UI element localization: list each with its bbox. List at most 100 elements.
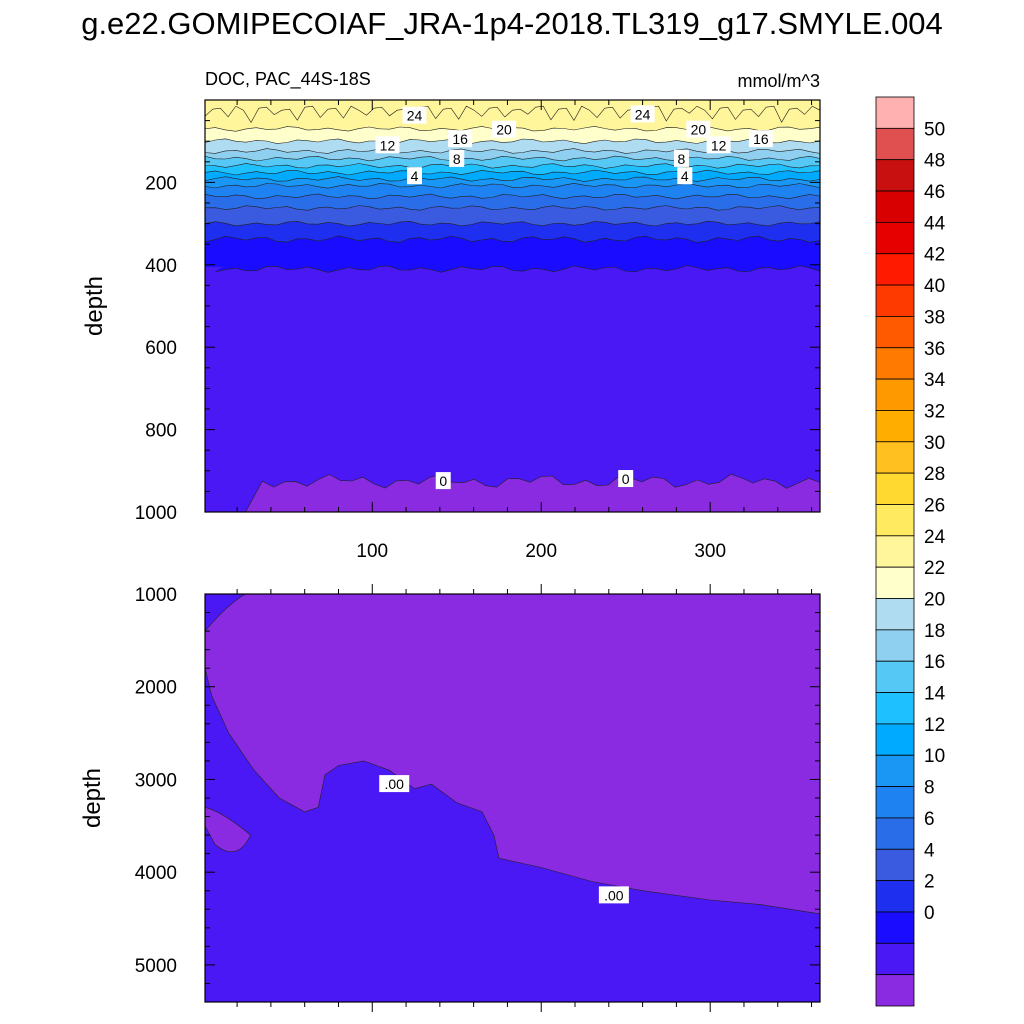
contour-label-bg	[630, 105, 655, 123]
contour-label: 20	[496, 122, 512, 138]
y-axis-title: depth	[79, 768, 106, 828]
contour-label: 16	[452, 131, 468, 147]
contour-label: 4	[411, 168, 419, 184]
contour-label-bg	[492, 120, 517, 138]
contour-label-bg	[673, 149, 689, 167]
colorbar-label: 10	[924, 746, 945, 767]
colorbar-box	[875, 284, 915, 317]
contour-label-bg	[402, 106, 427, 124]
colorbar-label: 24	[924, 527, 946, 548]
colorbar-box	[875, 316, 915, 349]
colorbar	[875, 96, 915, 1007]
x-tick-label: 200	[525, 541, 557, 562]
colorbar-box	[875, 410, 915, 443]
y-tick-label: 600	[145, 338, 177, 359]
colorbar-box	[875, 660, 915, 693]
colorbar-label: 42	[924, 245, 945, 266]
contour-band-0-2	[204, 668, 821, 1003]
colorbar-label: 40	[924, 276, 945, 297]
contour-label: 8	[453, 151, 461, 167]
panel-bottom-contours	[204, 593, 821, 1003]
colorbar-box	[875, 848, 915, 882]
y-tick-label: 1000	[135, 585, 177, 606]
contour-label-bg	[748, 130, 773, 148]
contour-label-bg	[448, 130, 473, 148]
colorbar-box	[875, 692, 915, 725]
colorbar-box	[875, 629, 915, 662]
contour-label: 0	[439, 473, 447, 489]
colorbar-box	[875, 942, 915, 976]
contour-label: .00	[384, 776, 404, 792]
contour-band-top	[204, 99, 821, 123]
contour-pocket	[204, 806, 251, 853]
contour-label: 12	[711, 137, 727, 153]
colorbar-label: 44	[924, 213, 946, 234]
y-tick-label: 200	[145, 173, 177, 194]
contour-label-bg	[598, 886, 629, 904]
contour-label: 24	[635, 106, 651, 122]
colorbar-box	[875, 817, 915, 850]
colorbar-label: 32	[924, 401, 945, 422]
colorbar-label: 30	[924, 433, 945, 454]
colorbar-label: 36	[924, 339, 945, 360]
colorbar-label: 48	[924, 151, 945, 172]
colorbar-box	[875, 127, 915, 161]
colorbar-box	[875, 723, 915, 756]
colorbar-label: 0	[924, 903, 935, 924]
contour-label: 12	[380, 137, 396, 153]
subtitle-right: mmol/m^3	[738, 71, 820, 91]
y-tick-label: 2000	[135, 678, 177, 699]
colorbar-label: 12	[924, 715, 945, 736]
contour-label-bg	[407, 167, 423, 185]
colorbar-box	[875, 221, 915, 255]
colorbar-box	[875, 754, 915, 787]
colorbar-label: 2	[924, 872, 935, 893]
subtitle-left: DOC, PAC_44S-18S	[205, 69, 371, 90]
contour-label-bg	[435, 472, 451, 490]
y-tick-label: 400	[145, 256, 177, 277]
colorbar-label: 28	[924, 464, 945, 485]
chart-title: g.e22.GOMIPECOIAF_JRA-1p4-2018.TL319_g17…	[81, 6, 943, 41]
colorbar-box	[875, 566, 915, 599]
colorbar-label: 50	[924, 119, 945, 140]
contour-label: 4	[681, 168, 689, 184]
colorbar-label: 20	[924, 590, 945, 611]
colorbar-box	[875, 378, 915, 411]
colorbar-box	[875, 190, 915, 223]
y-tick-label: 5000	[135, 956, 177, 977]
y-tick-label: 800	[145, 421, 177, 442]
contour-label-bg	[375, 136, 400, 154]
contour-label: 20	[691, 122, 707, 138]
panel-top-contours	[204, 99, 821, 513]
colorbar-box	[875, 504, 915, 537]
colorbar-label: 34	[924, 370, 946, 391]
colorbar-box	[875, 535, 915, 568]
colorbar-box	[875, 441, 915, 474]
colorbar-box	[875, 911, 915, 944]
contour-label: 24	[407, 108, 423, 124]
colorbar-label: 4	[924, 840, 935, 861]
contour-label-bg	[677, 167, 693, 185]
colorbar-box	[875, 347, 915, 380]
y-tick-label: 3000	[135, 770, 177, 791]
colorbar-label: 26	[924, 495, 945, 516]
colorbar-box	[875, 880, 915, 913]
colorbar-box	[875, 786, 915, 819]
colorbar-label: 46	[924, 182, 945, 203]
colorbar-box	[875, 96, 915, 129]
y-tick-label: 1000	[135, 503, 177, 524]
contour-edge	[205, 266, 225, 298]
colorbar-label: 18	[924, 621, 945, 642]
contour-label: 8	[678, 151, 686, 167]
contour-band-negative	[245, 473, 821, 513]
x-tick-label: 300	[694, 541, 726, 562]
y-axis-title: depth	[81, 276, 108, 336]
contour-label-bg	[618, 470, 634, 488]
colorbar-label: 8	[924, 778, 935, 799]
colorbar-box	[875, 159, 915, 192]
x-tick-label: 100	[356, 541, 388, 562]
contour-label: 16	[753, 131, 769, 147]
y-tick-label: 4000	[135, 863, 177, 884]
colorbar-box	[875, 472, 915, 505]
